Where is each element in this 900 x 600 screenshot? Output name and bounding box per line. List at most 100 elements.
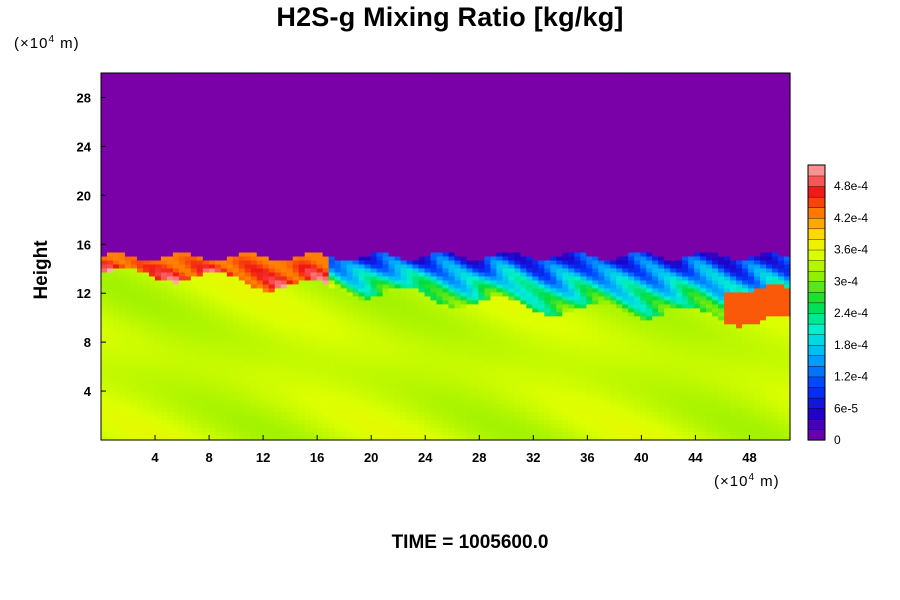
heatmap-cell [238, 80, 246, 86]
heatmap-cell [394, 404, 402, 409]
heatmap-cell [352, 256, 360, 262]
heatmap-cell [292, 204, 300, 210]
heatmap-cell [172, 412, 180, 417]
heatmap-cell [370, 116, 378, 122]
heatmap-cell [358, 136, 366, 142]
heatmap-cell [154, 240, 162, 246]
heatmap-cell [382, 372, 390, 377]
heatmap-cell [142, 304, 150, 309]
heatmap-cell [328, 312, 336, 317]
heatmap-cell [118, 324, 126, 329]
heatmap-cell [328, 88, 336, 94]
heatmap-cell [286, 128, 294, 134]
heatmap-cell [124, 436, 132, 441]
heatmap-cell [424, 73, 432, 78]
heatmap-cell [274, 260, 282, 266]
heatmap-cell [196, 424, 204, 429]
heatmap-cell [400, 128, 408, 134]
heatmap-cell [292, 212, 300, 218]
heatmap-cell [154, 148, 162, 154]
heatmap-cell [256, 88, 264, 94]
heatmap-cell [406, 196, 414, 202]
heatmap-cell [136, 408, 144, 413]
heatmap-cell [238, 376, 246, 381]
heatmap-cell [304, 284, 312, 290]
heatmap-cell [196, 84, 204, 90]
heatmap-cell [340, 232, 348, 238]
heatmap-cell [364, 376, 372, 381]
heatmap-cell [304, 200, 312, 206]
heatmap-cell [352, 120, 360, 126]
heatmap-cell [310, 404, 318, 409]
heatmap-cell [184, 124, 192, 130]
heatmap-cell [340, 296, 348, 301]
heatmap-cell [286, 176, 294, 182]
heatmap-cell [400, 388, 408, 393]
heatmap-cell [208, 100, 216, 106]
heatmap-cell [136, 248, 144, 254]
heatmap-cell [208, 88, 216, 94]
heatmap-cell [268, 232, 276, 238]
heatmap-cell [214, 384, 222, 389]
heatmap-cell [376, 96, 384, 102]
heatmap-cell [124, 300, 132, 305]
heatmap-cell [334, 292, 342, 297]
heatmap-cell [190, 168, 198, 174]
heatmap-cell [244, 104, 252, 110]
heatmap-cell [334, 180, 342, 186]
heatmap-cell [334, 336, 342, 341]
heatmap-cell [316, 356, 324, 361]
heatmap-cell [238, 152, 246, 158]
heatmap-cell [280, 280, 288, 286]
heatmap-cell [334, 376, 342, 381]
heatmap-cell [352, 232, 360, 238]
heatmap-cell [172, 300, 180, 305]
heatmap-cell [418, 96, 426, 102]
heatmap-cell [352, 404, 360, 409]
heatmap-cell [196, 120, 204, 126]
heatmap-cell [172, 160, 180, 166]
heatmap-cell [394, 264, 402, 270]
heatmap-cell [394, 73, 402, 78]
heatmap-cell [316, 312, 324, 317]
heatmap-cell [412, 232, 420, 238]
heatmap-cell [184, 80, 192, 86]
heatmap-cell [412, 356, 420, 361]
heatmap-cell [208, 188, 216, 194]
heatmap-cell [148, 272, 156, 278]
heatmap-cell [106, 396, 114, 401]
heatmap-cell [190, 416, 198, 421]
heatmap-cell [112, 300, 120, 305]
heatmap-cell [280, 132, 288, 138]
heatmap-cell [286, 212, 294, 218]
heatmap-cell [340, 128, 348, 134]
heatmap-cell [106, 176, 114, 182]
heatmap-cell [298, 212, 306, 218]
heatmap-cell [286, 372, 294, 377]
heatmap-cell [160, 412, 168, 417]
heatmap-cell [406, 92, 414, 98]
heatmap-cell [226, 296, 234, 301]
heatmap-cell [244, 296, 252, 301]
heatmap-cell [292, 160, 300, 166]
heatmap-cell [382, 104, 390, 110]
heatmap-cell [346, 312, 354, 317]
heatmap-cell [412, 284, 420, 290]
heatmap-cell [358, 140, 366, 146]
heatmap-cell [226, 372, 234, 377]
heatmap-cell [358, 88, 366, 94]
heatmap-cell [214, 188, 222, 194]
heatmap-cell [256, 248, 264, 254]
heatmap-cell [136, 428, 144, 433]
heatmap-cell [268, 160, 276, 166]
heatmap-cell [130, 200, 138, 206]
heatmap-cell [142, 220, 150, 226]
heatmap-cell [310, 344, 318, 349]
heatmap-cell [178, 376, 186, 381]
heatmap-cell [136, 380, 144, 385]
heatmap-cell [376, 144, 384, 150]
heatmap-cell [334, 268, 342, 274]
heatmap-cell [256, 184, 264, 190]
heatmap-cell [130, 92, 138, 98]
heatmap-cell [280, 260, 288, 266]
